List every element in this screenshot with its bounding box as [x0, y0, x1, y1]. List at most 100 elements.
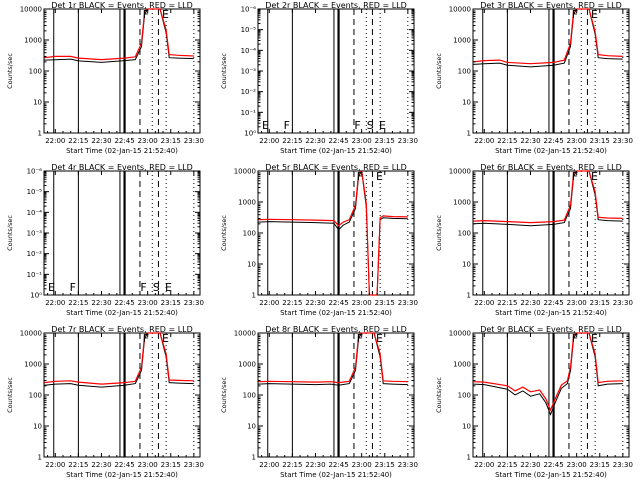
x-tick-label: 22:00	[259, 137, 279, 145]
events-series-line	[473, 8, 623, 68]
event-marker-label: F	[572, 170, 578, 183]
panel-title: Det 5r BLACK = Events, RED = LLD	[265, 163, 407, 172]
x-tick-label: 22:30	[520, 137, 540, 145]
plot-frame	[43, 170, 201, 296]
event-marker-label: E	[162, 8, 169, 21]
x-tick-label: 22:00	[474, 461, 494, 469]
y-tick-label: 10⁻¹	[241, 109, 257, 117]
y-tick-label: 100	[458, 230, 471, 238]
x-tick-label: 23:30	[398, 461, 418, 469]
events-series-line	[258, 169, 408, 296]
x-tick-label: 23:15	[161, 461, 181, 469]
x-tick-label: 22:15	[282, 461, 302, 469]
y-tick-label: 1000	[238, 361, 256, 369]
lld-series-line	[44, 8, 194, 61]
event-marker-label: E	[376, 170, 383, 183]
y-tick-label: 10	[33, 423, 42, 431]
event-marker-label: E	[376, 332, 383, 345]
y-tick-label: 10⁻¹	[27, 271, 43, 279]
y-tick-label: 100	[458, 392, 471, 400]
x-tick-label: 23:15	[590, 299, 610, 307]
event-marker-label: F	[357, 332, 363, 345]
x-tick-label: 22:45	[114, 299, 134, 307]
y-tick-label: 10	[33, 99, 42, 107]
plot-frame	[257, 8, 415, 134]
y-axis-label: Counts/sec	[6, 215, 14, 251]
x-tick-label: 23:15	[375, 137, 395, 145]
x-tick-label: 23:15	[161, 137, 181, 145]
x-axis-label: Start Time (02-Jan-15 21:52:40)	[280, 147, 392, 155]
y-tick-label: 10000	[234, 330, 256, 338]
y-tick-label: 10⁰	[244, 130, 256, 138]
x-tick-label: 22:45	[114, 461, 134, 469]
x-tick-label: 22:45	[328, 137, 348, 145]
event-marker-label: E	[165, 281, 172, 294]
x-tick-label: 22:30	[520, 461, 540, 469]
event-marker-label: S	[367, 119, 374, 132]
y-tick-label: 10	[462, 423, 471, 431]
x-tick-label: 22:00	[45, 461, 65, 469]
y-tick-label: 10000	[449, 168, 471, 176]
plot-frame	[472, 8, 630, 134]
y-axis-label: Counts/sec	[220, 377, 228, 413]
event-marker-label: F	[284, 119, 290, 132]
x-tick-label: 23:30	[613, 461, 633, 469]
y-tick-label: 10	[462, 99, 471, 107]
x-tick-label: 22:45	[328, 299, 348, 307]
event-marker-label: E	[162, 332, 169, 345]
panel-title: Det 8r BLACK = Events, RED = LLD	[265, 325, 407, 334]
y-tick-label: 100	[29, 68, 42, 76]
x-tick-label: 22:30	[305, 299, 325, 307]
y-tick-label: 10000	[20, 6, 42, 14]
x-tick-label: 23:15	[161, 299, 181, 307]
y-tick-label: 10000	[449, 6, 471, 14]
y-axis-label: Counts/sec	[435, 377, 443, 413]
x-tick-label: 23:00	[567, 299, 587, 307]
x-tick-label: 22:15	[282, 299, 302, 307]
x-tick-label: 23:00	[138, 299, 158, 307]
x-tick-label: 22:45	[328, 461, 348, 469]
y-tick-label: 10⁻⁴	[27, 209, 43, 217]
x-tick-label: 22:30	[305, 137, 325, 145]
y-axis-label: Counts/sec	[6, 377, 14, 413]
x-tick-label: 23:00	[352, 299, 372, 307]
event-marker-label: S	[153, 281, 160, 294]
x-tick-label: 22:15	[68, 299, 88, 307]
event-marker-label: F	[140, 281, 146, 294]
event-marker-label: E	[591, 332, 598, 345]
y-tick-label: 1000	[24, 37, 42, 45]
y-tick-label: 10000	[449, 330, 471, 338]
plot-frame	[43, 332, 201, 458]
x-tick-label: 22:00	[45, 299, 65, 307]
events-series-line	[473, 332, 623, 416]
x-tick-label: 22:15	[68, 137, 88, 145]
event-marker-label: F	[357, 170, 363, 183]
x-tick-label: 23:30	[613, 299, 633, 307]
x-axis-label: Start Time (02-Jan-15 21:52:40)	[280, 309, 392, 317]
x-tick-label: 22:00	[259, 461, 279, 469]
y-tick-label: 1000	[24, 361, 42, 369]
plot-frame	[43, 8, 201, 134]
x-tick-label: 23:00	[138, 461, 158, 469]
x-tick-label: 22:15	[497, 299, 517, 307]
x-tick-label: 23:30	[398, 137, 418, 145]
x-tick-label: 23:15	[590, 137, 610, 145]
x-tick-label: 23:30	[184, 299, 204, 307]
y-tick-label: 10⁻³	[27, 230, 43, 238]
x-tick-label: 22:00	[259, 299, 279, 307]
y-axis-label: Counts/sec	[435, 53, 443, 89]
event-marker-label: E	[48, 281, 55, 294]
y-axis-label: Counts/sec	[6, 53, 14, 89]
y-tick-label: 10⁻⁵	[241, 26, 257, 34]
y-tick-label: 10⁻²	[27, 250, 43, 258]
panel-title: Det 1r BLACK = Events, RED = LLD	[51, 1, 193, 10]
plot-frame	[472, 332, 630, 458]
event-marker-label: F	[70, 281, 76, 294]
x-tick-label: 23:00	[567, 137, 587, 145]
